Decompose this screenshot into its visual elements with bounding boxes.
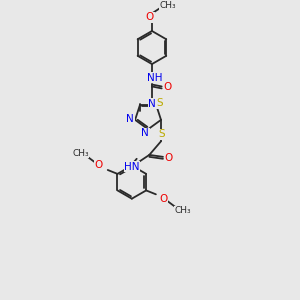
Text: CH₃: CH₃ bbox=[72, 149, 89, 158]
Text: O: O bbox=[164, 82, 172, 92]
Text: N: N bbox=[126, 114, 134, 124]
Text: S: S bbox=[159, 130, 165, 140]
Text: O: O bbox=[160, 194, 168, 204]
Text: S: S bbox=[157, 98, 163, 108]
Text: NH: NH bbox=[147, 73, 163, 83]
Text: O: O bbox=[95, 160, 103, 170]
Text: N: N bbox=[141, 128, 149, 138]
Text: CH₃: CH₃ bbox=[175, 206, 191, 215]
Text: O: O bbox=[146, 12, 154, 22]
Text: O: O bbox=[165, 153, 173, 163]
Text: NH: NH bbox=[148, 99, 164, 109]
Text: CH₃: CH₃ bbox=[159, 1, 176, 10]
Text: HN: HN bbox=[124, 162, 140, 172]
